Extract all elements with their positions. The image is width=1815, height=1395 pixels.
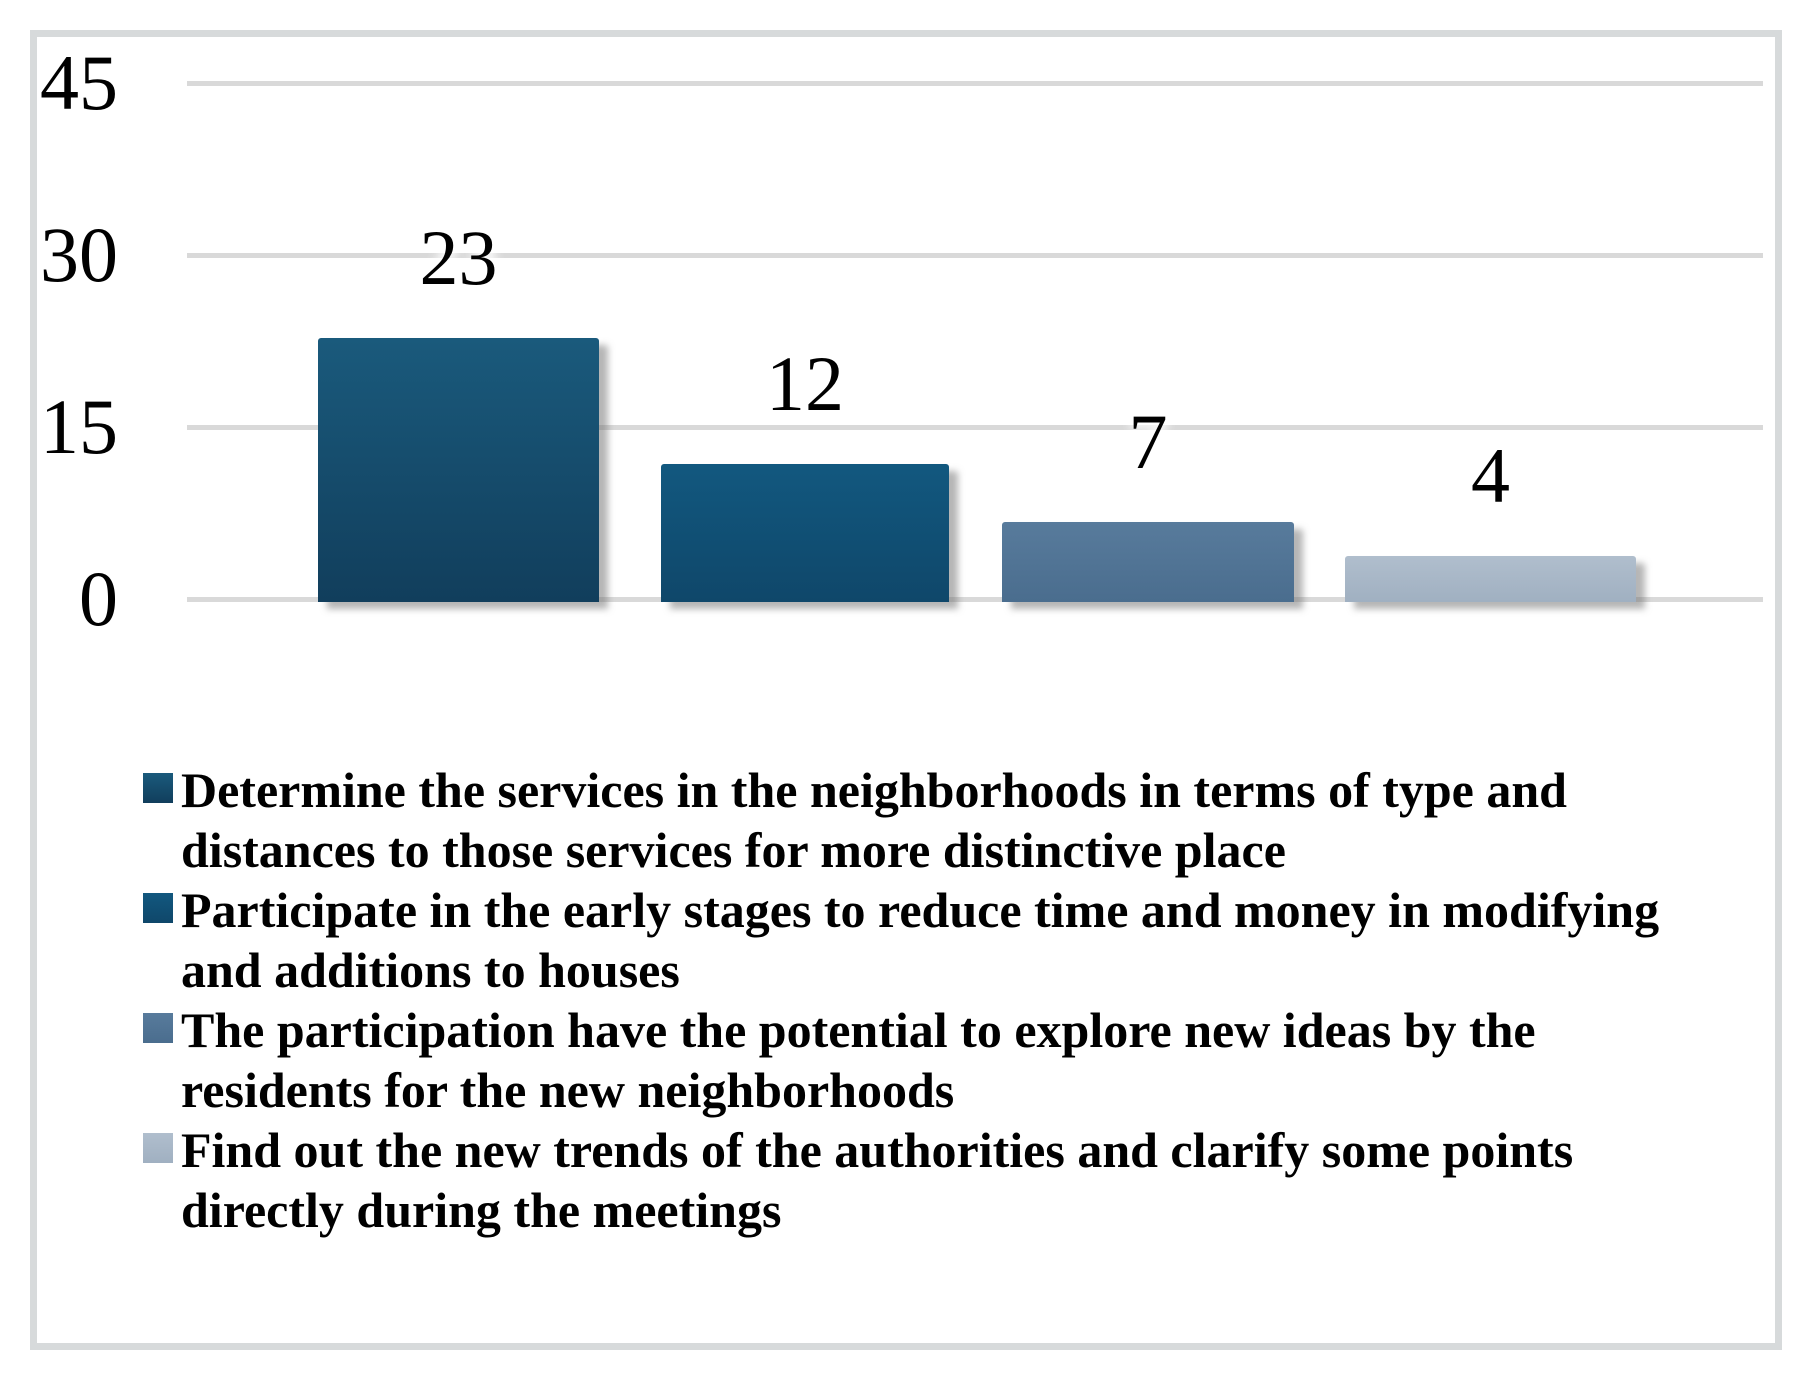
gridline bbox=[187, 81, 1763, 86]
chart-frame bbox=[30, 30, 1782, 1350]
bar-value-label: 23 bbox=[419, 214, 498, 301]
y-axis-tick-label: 15 bbox=[40, 383, 118, 470]
gridline bbox=[187, 425, 1763, 430]
bar-value-label: 7 bbox=[1128, 398, 1168, 485]
legend-label: Determine the services in the neighborho… bbox=[181, 760, 1567, 880]
legend-item: Find out the new trends of the authoriti… bbox=[143, 1120, 1743, 1240]
legend-label-line: Find out the new trends of the authoriti… bbox=[181, 1122, 1574, 1178]
legend-swatch-series-4 bbox=[143, 1133, 173, 1163]
gridline bbox=[187, 253, 1763, 258]
bar-series-2 bbox=[661, 464, 949, 602]
legend-label: Find out the new trends of the authoriti… bbox=[181, 1120, 1573, 1240]
legend-label-line: Determine the services in the neighborho… bbox=[181, 762, 1567, 818]
legend-item: The participation have the potential to … bbox=[143, 1000, 1743, 1120]
legend: Determine the services in the neighborho… bbox=[143, 760, 1743, 1240]
bar-series-3 bbox=[1002, 522, 1294, 602]
legend-label-line: residents for the new neighborhoods bbox=[181, 1062, 955, 1118]
y-axis-tick-label: 0 bbox=[79, 555, 118, 642]
legend-label: The participation have the potential to … bbox=[181, 1000, 1536, 1120]
bar-value-label: 12 bbox=[766, 340, 844, 427]
bar-series-4 bbox=[1345, 556, 1636, 602]
legend-swatch-series-1 bbox=[143, 773, 173, 803]
legend-item: Determine the services in the neighborho… bbox=[143, 760, 1743, 880]
legend-swatch-series-3 bbox=[143, 1013, 173, 1043]
legend-swatch-series-2 bbox=[143, 893, 173, 923]
y-axis-tick-label: 45 bbox=[40, 39, 118, 126]
legend-label-line: and additions to houses bbox=[181, 942, 680, 998]
bar-series-1 bbox=[318, 338, 599, 602]
y-axis-tick-label: 30 bbox=[40, 211, 118, 298]
legend-label-line: distances to those services for more dis… bbox=[181, 822, 1286, 878]
gridline bbox=[187, 597, 1763, 602]
legend-label-line: directly during the meetings bbox=[181, 1182, 782, 1238]
legend-label-line: The participation have the potential to … bbox=[181, 1002, 1536, 1058]
legend-label: Participate in the early stages to reduc… bbox=[181, 880, 1659, 1000]
legend-item: Participate in the early stages to reduc… bbox=[143, 880, 1743, 1000]
legend-label-line: Participate in the early stages to reduc… bbox=[181, 882, 1660, 938]
bar-value-label: 4 bbox=[1471, 432, 1510, 519]
